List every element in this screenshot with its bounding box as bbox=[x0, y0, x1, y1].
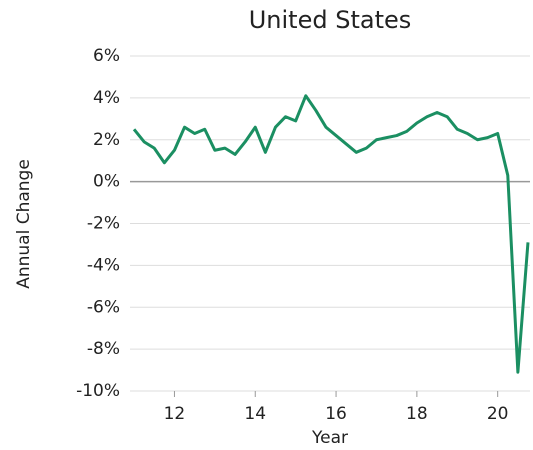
y-axis-label: Annual Change bbox=[14, 159, 34, 289]
y-tick-label: -8% bbox=[87, 339, 120, 359]
x-axis-label: Year bbox=[311, 428, 348, 448]
y-tick-label: -4% bbox=[87, 255, 120, 275]
y-tick-label: 4% bbox=[93, 88, 120, 108]
y-tick-label: -2% bbox=[87, 214, 120, 234]
x-tick-label: 12 bbox=[164, 404, 186, 424]
y-tick-label: -6% bbox=[87, 297, 120, 317]
chart-title: United States bbox=[249, 6, 412, 34]
data-line bbox=[132, 94, 530, 374]
x-tick-label: 14 bbox=[244, 404, 266, 424]
y-tick-label: -10% bbox=[76, 381, 120, 401]
x-tick-label: 20 bbox=[487, 404, 509, 424]
y-tick-label: 0% bbox=[93, 172, 120, 192]
y-tick-label: 2% bbox=[93, 130, 120, 150]
y-tick-label: 6% bbox=[93, 46, 120, 66]
x-tick-label: 16 bbox=[325, 404, 347, 424]
x-tick-label: 18 bbox=[406, 404, 428, 424]
